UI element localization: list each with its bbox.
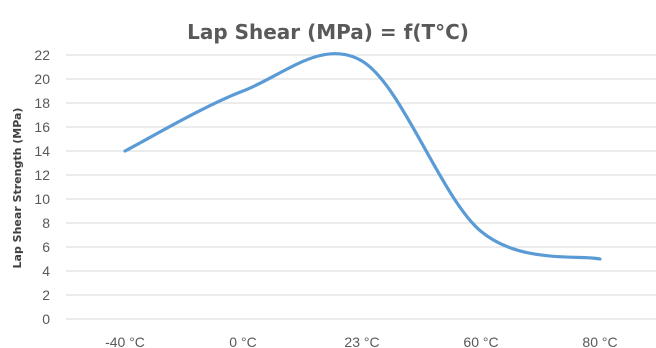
x-tick-label: 0 °C bbox=[229, 334, 256, 348]
x-axis-ticks: -40 °C 0 °C 23 °C 60 °C 80 °C bbox=[105, 334, 618, 348]
x-tick-label: -40 °C bbox=[105, 334, 145, 348]
y-tick-label: 18 bbox=[34, 95, 50, 111]
y-tick-label: 16 bbox=[34, 119, 50, 135]
x-tick-label: 80 °C bbox=[582, 334, 617, 348]
y-tick-label: 6 bbox=[42, 239, 50, 255]
y-tick-label: 8 bbox=[42, 215, 50, 231]
series-line-0 bbox=[123, 52, 602, 261]
y-tick-label: 2 bbox=[42, 287, 50, 303]
x-tick-label: 23 °C bbox=[344, 334, 379, 348]
y-tick-label: 14 bbox=[34, 143, 50, 159]
series-layer bbox=[123, 52, 602, 261]
y-tick-label: 4 bbox=[42, 263, 50, 279]
y-tick-label: 20 bbox=[34, 71, 50, 87]
y-tick-label: 22 bbox=[34, 47, 50, 63]
x-tick-label: 60 °C bbox=[463, 334, 498, 348]
chart-title: Lap Shear (MPa) = f(T°C) bbox=[187, 20, 469, 44]
y-axis-ticks: 0 2 4 6 8 10 12 14 16 18 20 22 bbox=[34, 47, 50, 327]
y-axis-title: Lap Shear Strength (MPa) bbox=[11, 108, 24, 269]
y-tick-label: 0 bbox=[42, 311, 50, 327]
gridlines bbox=[66, 54, 656, 320]
y-tick-label: 10 bbox=[34, 191, 50, 207]
y-tick-label: 12 bbox=[34, 167, 50, 183]
